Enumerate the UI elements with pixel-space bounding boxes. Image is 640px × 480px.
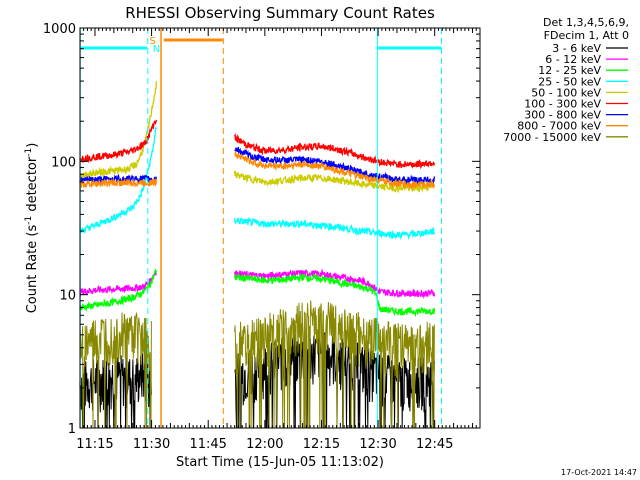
series-segment-2 xyxy=(234,150,435,190)
series-segment-1 xyxy=(79,312,152,429)
attenuator-marker-label: N xyxy=(153,44,160,55)
series-segment-2 xyxy=(233,272,436,318)
legend-label: 300 - 800 keV xyxy=(524,109,601,122)
legend-label: 100 - 300 keV xyxy=(524,98,601,111)
series-layer xyxy=(79,81,436,429)
series-segment-1 xyxy=(79,269,158,313)
legend: Det 1,3,4,5,6,9, FDecim 1, Att 0 3 - 6 k… xyxy=(503,16,629,144)
series-segment-1 xyxy=(79,177,158,189)
series-segment-1 xyxy=(79,119,158,164)
series-segment-1 xyxy=(79,270,158,297)
series-segment-2 xyxy=(234,300,435,429)
x-tick-label: 12:00 xyxy=(246,437,283,452)
y-tick-label: 1 xyxy=(68,422,76,437)
legend-header-line-1: Det 1,3,4,5,6,9, xyxy=(543,16,629,29)
legend-label: 25 - 50 keV xyxy=(538,75,601,88)
x-tick-label: 11:45 xyxy=(189,437,226,452)
series-segment-2 xyxy=(234,330,435,429)
x-tick-label: 11:15 xyxy=(76,437,113,452)
y-axis-label: Count Rate (s-1 detector-1) xyxy=(24,143,40,314)
chart-title: RHESSI Observing Summary Count Rates xyxy=(125,4,435,22)
y-tick-label: 100 xyxy=(51,155,76,170)
y-tick-label: 1000 xyxy=(43,22,76,37)
series-6-12keV xyxy=(79,268,436,299)
legend-header-line-2: FDecim 1, Att 0 xyxy=(544,29,629,42)
series-7000-15000keV xyxy=(79,300,435,429)
legend-label: 7000 - 15000 keV xyxy=(503,131,601,144)
x-tick-label: 12:30 xyxy=(359,437,396,452)
series-segment-1 xyxy=(79,173,158,185)
series-800-7000keV xyxy=(79,150,435,190)
series-segment-2 xyxy=(233,268,436,299)
series-12-25keV xyxy=(79,269,436,318)
series-segment-2 xyxy=(233,217,436,241)
legend-label: 6 - 12 keV xyxy=(545,53,601,66)
series-25-50keV xyxy=(79,125,436,241)
legend-label: 50 - 100 keV xyxy=(531,86,601,99)
series-100-300keV xyxy=(79,119,436,170)
series-segment-2 xyxy=(234,132,436,170)
legend-label: 3 - 6 keV xyxy=(552,42,601,55)
legend-label: 12 - 25 keV xyxy=(538,64,601,77)
y-tick-label: 10 xyxy=(59,289,76,304)
legend-label: 800 - 7000 keV xyxy=(517,120,601,133)
series-segment-1 xyxy=(79,125,158,234)
footer-date: 17-Oct-2021 14:47 xyxy=(561,468,637,477)
series-segment-2 xyxy=(233,170,436,194)
x-tick-label: 12:45 xyxy=(416,437,453,452)
saa-marker-label: S xyxy=(150,36,156,47)
x-tick-label: 12:15 xyxy=(303,437,340,452)
series-segment-1 xyxy=(79,81,158,181)
x-axis-label: Start Time (15-Jun-05 11:13:02) xyxy=(176,455,384,470)
x-tick-label: 11:30 xyxy=(133,437,170,452)
